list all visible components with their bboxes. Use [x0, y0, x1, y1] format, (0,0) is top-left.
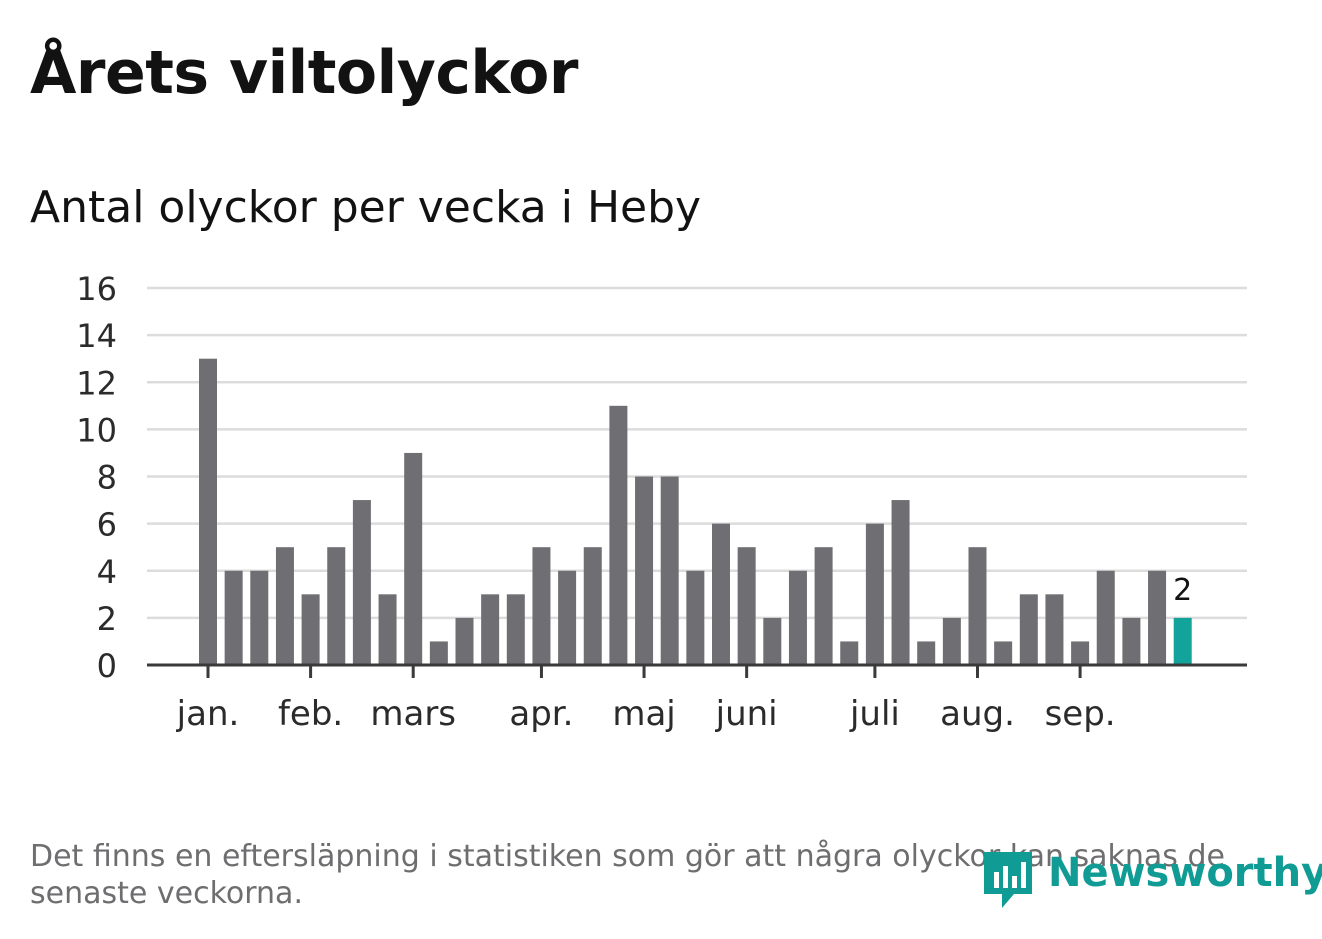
bar: [1045, 594, 1064, 665]
bar: [917, 641, 936, 665]
bars: [199, 358, 1192, 665]
bar: [609, 405, 628, 665]
x-tick-label: mars: [370, 694, 456, 734]
y-tick-label: 6: [97, 506, 117, 544]
y-tick-label: 16: [76, 270, 117, 308]
bar: [1019, 594, 1038, 665]
bar: [327, 547, 346, 665]
x-axis: jan. feb. mars apr. maj juni juli aug. sep.: [147, 663, 1247, 734]
x-tick-label: feb.: [278, 694, 343, 734]
chart-subtitle: Antal olyckor per vecka i Heby: [30, 182, 702, 233]
bar: [199, 358, 217, 665]
bar: [1122, 617, 1141, 665]
x-tick-label: jan.: [176, 694, 240, 734]
x-tick-label: juni: [715, 694, 778, 734]
bar: [737, 547, 756, 665]
annotations: 2: [1173, 573, 1192, 608]
bar: [558, 570, 577, 665]
bar: [968, 547, 987, 665]
y-tick-label: 0: [97, 647, 117, 685]
bar: [250, 570, 269, 665]
bar: [660, 476, 679, 665]
y-tick-label: 14: [76, 317, 117, 355]
newsworthy-logo-icon: [984, 852, 1032, 908]
bar: [1096, 570, 1115, 665]
x-tick-label: juli: [849, 694, 900, 734]
bar: [712, 523, 730, 665]
bar: [404, 452, 423, 665]
bar: [763, 617, 782, 665]
bar: [352, 500, 371, 665]
bar: [506, 594, 525, 665]
x-tick-label: sep.: [1045, 694, 1116, 734]
bar: [891, 500, 910, 665]
bar: [814, 547, 833, 665]
x-tick-label: apr.: [509, 694, 573, 734]
bar: [532, 547, 551, 665]
bar: [865, 523, 884, 665]
bar: [378, 594, 397, 665]
x-tick-label: maj: [612, 694, 675, 734]
bar: [840, 641, 859, 665]
bar: [429, 641, 448, 665]
bar: [788, 570, 807, 665]
y-tick-label: 12: [76, 364, 117, 402]
bar-highlighted: [1173, 617, 1192, 665]
y-tick-label: 4: [97, 553, 117, 591]
bar: [301, 594, 320, 665]
y-axis-ticks: 0 2 4 6 8 10 12 14 16: [76, 270, 117, 685]
page-title: Årets viltolyckor: [30, 38, 579, 108]
bar: [481, 594, 500, 665]
x-tick-label: aug.: [940, 694, 1015, 734]
bar: [1071, 641, 1090, 665]
bar: [994, 641, 1013, 665]
bar: [583, 547, 602, 665]
highlight-value-label: 2: [1173, 573, 1192, 608]
bar: [1148, 570, 1167, 665]
bar-chart: 0 2 4 6 8 10 12 14 16 jan. feb. mars apr. maj juni jul…: [76, 270, 1247, 734]
bar: [224, 570, 243, 665]
bar: [635, 476, 654, 665]
brand-name: Newsworthy: [1048, 850, 1322, 896]
bar: [275, 547, 294, 665]
bar: [686, 570, 705, 665]
bar: [455, 617, 474, 665]
grid-lines: [147, 286, 1247, 620]
y-tick-label: 10: [76, 411, 117, 449]
y-tick-label: 2: [97, 600, 117, 638]
brand-logo: Newsworthy: [980, 848, 1322, 912]
bar: [942, 617, 961, 665]
y-tick-label: 8: [97, 459, 117, 497]
